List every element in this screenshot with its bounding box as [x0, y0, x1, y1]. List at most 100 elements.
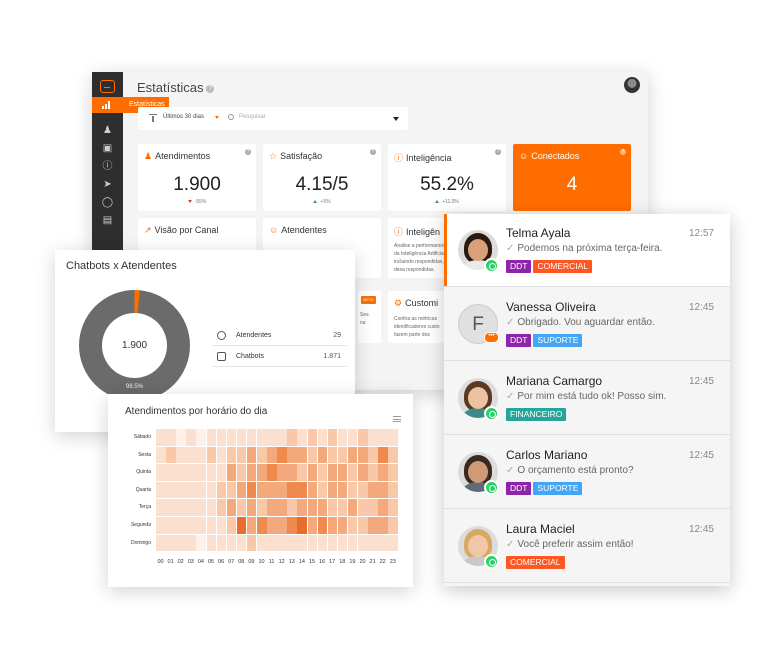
- heatmap-cell[interactable]: [277, 499, 287, 516]
- heatmap-cell[interactable]: [236, 499, 247, 516]
- heatmap-cell[interactable]: [226, 499, 237, 516]
- heatmap-cell[interactable]: [388, 534, 398, 552]
- chat-item[interactable]: Telma Ayala 12:57 ✓ Podemos na próxima terç…: [444, 214, 730, 287]
- heatmap-cell[interactable]: [267, 464, 277, 481]
- heatmap-cell[interactable]: [327, 464, 338, 481]
- heatmap-cell[interactable]: [317, 534, 328, 552]
- heatmap-cell[interactable]: [277, 446, 287, 464]
- heatmap-cell[interactable]: [206, 481, 216, 499]
- heatmap-cell[interactable]: [257, 534, 267, 552]
- period-select[interactable]: Últimos 30 dias: [163, 114, 205, 120]
- heatmap-cell[interactable]: [277, 481, 287, 499]
- heatmap-cell[interactable]: [257, 446, 267, 464]
- heatmap-cell[interactable]: [186, 446, 196, 464]
- heatmap-cell[interactable]: [226, 464, 237, 481]
- heatmap-cell[interactable]: [347, 429, 358, 446]
- heatmap-cell[interactable]: [378, 517, 388, 534]
- heatmap-cell[interactable]: [226, 429, 237, 446]
- heatmap-cell[interactable]: [236, 429, 247, 446]
- heatmap-cell[interactable]: [216, 464, 227, 481]
- heatmap-cell[interactable]: [216, 534, 227, 552]
- heatmap-cell[interactable]: [317, 464, 328, 481]
- heatmap-cell[interactable]: [166, 499, 176, 516]
- heatmap-cell[interactable]: [368, 429, 378, 446]
- heatmap-cell[interactable]: [216, 481, 227, 499]
- heatmap-cell[interactable]: [378, 464, 388, 481]
- heatmap-cell[interactable]: [236, 481, 247, 499]
- chevron-down-icon[interactable]: [215, 116, 219, 119]
- card-satisfacao[interactable]: ☆ Satisfação ? 4.15/5 +5%: [263, 144, 381, 211]
- heatmap-cell[interactable]: [277, 517, 287, 534]
- tag-badge[interactable]: DDT: [506, 260, 532, 273]
- heatmap-cell[interactable]: [287, 534, 297, 552]
- heatmap-cell[interactable]: [166, 446, 176, 464]
- heatmap-cell[interactable]: [287, 499, 297, 516]
- help-icon[interactable]: ?: [495, 149, 501, 155]
- menu-icon[interactable]: [393, 416, 401, 422]
- heatmap-cell[interactable]: [196, 429, 206, 446]
- heatmap-cell[interactable]: [156, 499, 166, 516]
- heatmap-cell[interactable]: [236, 446, 247, 464]
- filter-icon[interactable]: [149, 114, 157, 122]
- heatmap-cell[interactable]: [206, 429, 216, 446]
- heatmap-cell[interactable]: [176, 464, 186, 481]
- heatmap-cell[interactable]: [196, 464, 206, 481]
- tag-badge[interactable]: DDT: [506, 334, 532, 347]
- heatmap-cell[interactable]: [196, 446, 206, 464]
- heatmap-cell[interactable]: [378, 446, 388, 464]
- heatmap-cell[interactable]: [388, 499, 398, 516]
- heatmap-cell[interactable]: [236, 464, 247, 481]
- heatmap-cell[interactable]: [368, 499, 378, 516]
- heatmap-cell[interactable]: [246, 464, 257, 481]
- tag-badge[interactable]: COMERCIAL: [506, 556, 565, 569]
- heatmap-cell[interactable]: [176, 481, 186, 499]
- heatmap-cell[interactable]: [176, 534, 186, 552]
- users-icon[interactable]: ♟: [103, 125, 112, 136]
- heatmap-cell[interactable]: [196, 499, 206, 516]
- heatmap-cell[interactable]: [297, 446, 307, 464]
- heatmap-cell[interactable]: [388, 481, 398, 499]
- heatmap-cell[interactable]: [327, 499, 338, 516]
- bot-icon[interactable]: ▣: [102, 143, 113, 154]
- heatmap-cell[interactable]: [358, 464, 368, 481]
- heatmap-cell[interactable]: [297, 481, 307, 499]
- heatmap-cell[interactable]: [257, 481, 267, 499]
- send-icon[interactable]: ➤: [103, 179, 112, 190]
- heatmap-cell[interactable]: [327, 517, 338, 534]
- heatmap-cell[interactable]: [307, 517, 317, 534]
- heatmap-cell[interactable]: [176, 517, 186, 534]
- heatmap-cell[interactable]: [156, 446, 166, 464]
- chat-item[interactable]: Laura Maciel 12:45 ✓ Você preferir assim en…: [444, 510, 730, 583]
- info-icon[interactable]: ⓘ: [102, 161, 113, 172]
- heatmap-cell[interactable]: [327, 446, 338, 464]
- heatmap-cell[interactable]: [156, 534, 166, 552]
- heatmap-cell[interactable]: [287, 517, 297, 534]
- card-inteligencia[interactable]: ⓘ Inteligência ? 55.2% +11.0%: [388, 144, 506, 211]
- heatmap-cell[interactable]: [226, 481, 237, 499]
- card-conectados[interactable]: ☺ Conectados ? 4: [513, 144, 631, 211]
- heatmap-cell[interactable]: [307, 429, 317, 446]
- heatmap-cell[interactable]: [176, 446, 186, 464]
- heatmap-cell[interactable]: [307, 534, 317, 552]
- heatmap-cell[interactable]: [287, 429, 297, 446]
- heatmap-cell[interactable]: [317, 499, 328, 516]
- heatmap-cell[interactable]: [287, 464, 297, 481]
- heatmap-cell[interactable]: [347, 464, 358, 481]
- heatmap-cell[interactable]: [358, 534, 368, 552]
- heatmap-cell[interactable]: [206, 534, 216, 552]
- heatmap-cell[interactable]: [257, 517, 267, 534]
- heatmap-cell[interactable]: [196, 534, 206, 552]
- heatmap-cell[interactable]: [156, 464, 166, 481]
- avatar[interactable]: [624, 77, 640, 93]
- heatmap-cell[interactable]: [236, 517, 247, 534]
- heatmap-cell[interactable]: [378, 429, 388, 446]
- heatmap-cell[interactable]: [176, 499, 186, 516]
- heatmap-cell[interactable]: [267, 499, 277, 516]
- heatmap-cell[interactable]: [378, 534, 388, 552]
- tag-badge[interactable]: SUPORTE: [533, 482, 583, 495]
- heatmap-cell[interactable]: [277, 429, 287, 446]
- heatmap-cell[interactable]: [358, 517, 368, 534]
- heatmap-cell[interactable]: [317, 429, 328, 446]
- heatmap-cell[interactable]: [297, 464, 307, 481]
- heatmap-cell[interactable]: [176, 429, 186, 446]
